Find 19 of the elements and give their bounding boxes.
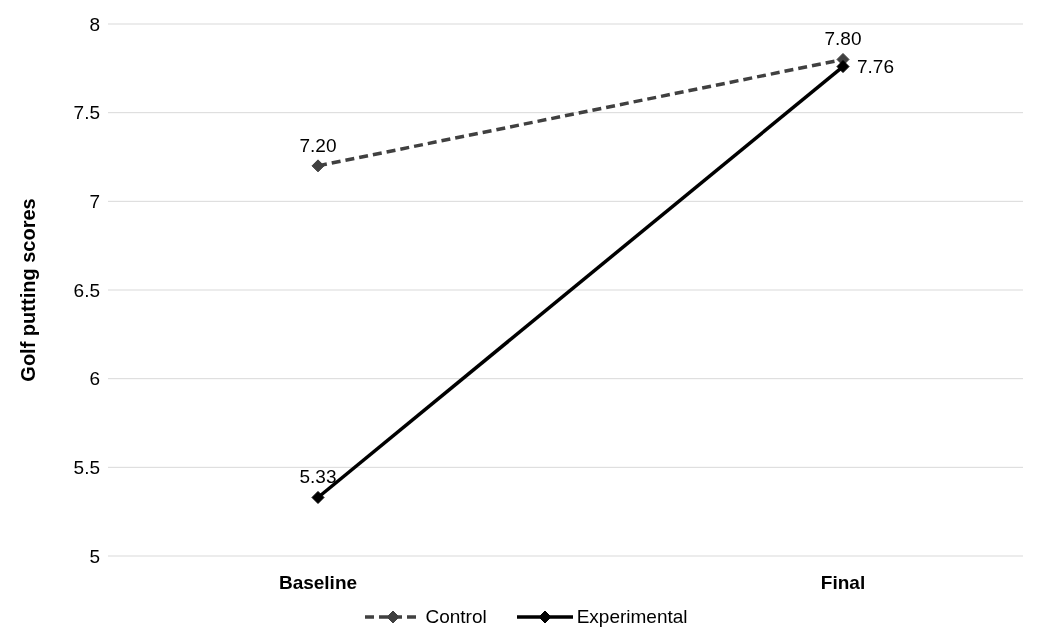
- y-tick-label: 6.5: [73, 279, 100, 301]
- y-tick-label: 6: [89, 368, 100, 390]
- point: [311, 159, 325, 173]
- point: [311, 490, 325, 504]
- data-label: 7.76: [857, 55, 894, 77]
- data-label: 7.80: [824, 28, 862, 50]
- y-tick-label: 7: [89, 191, 100, 213]
- y-axis-title: Golf putting scores: [17, 198, 40, 382]
- y-tick-label: 5.5: [73, 457, 100, 479]
- data-label: 5.33: [299, 466, 337, 488]
- y-tick-label: 5: [89, 545, 100, 567]
- y-tick-label: 8: [89, 13, 100, 35]
- point: [836, 60, 850, 74]
- legend-label: Control: [425, 606, 487, 628]
- y-tick-label: 7.5: [73, 102, 100, 124]
- x-tick-label: Final: [820, 572, 866, 594]
- x-tick-label: Baseline: [278, 572, 358, 594]
- data-label: 7.20: [299, 134, 337, 156]
- legend-label: Experimental: [576, 606, 688, 628]
